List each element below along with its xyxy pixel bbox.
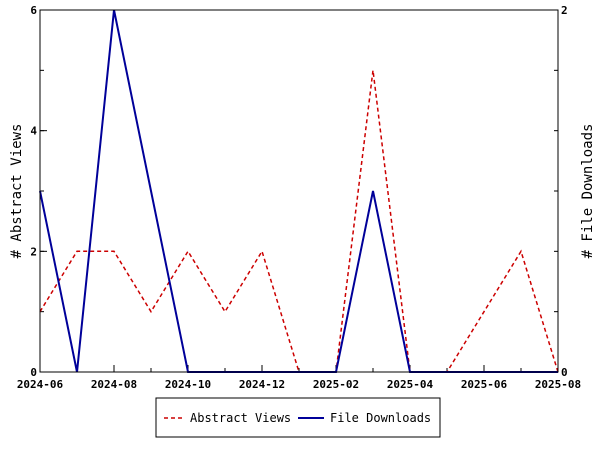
x-tick-label: 2024-10 bbox=[165, 378, 211, 391]
series-line-abstract-views bbox=[39, 70, 559, 373]
x-tick-label: 2024-06 bbox=[17, 378, 64, 391]
y-left-tick-label: 6 bbox=[30, 4, 37, 17]
y-left-axis: 0 2 4 6 bbox=[30, 4, 47, 379]
series-lines bbox=[39, 9, 559, 373]
y-right-tick-label: 2 bbox=[561, 4, 568, 17]
y-left-tick-label: 0 bbox=[30, 366, 37, 379]
x-tick-labels: 2024-06 2024-08 2024-10 2024-12 2025-02 2025-… bbox=[17, 365, 581, 391]
y-left-tick-label: 2 bbox=[30, 245, 37, 258]
legend-label-abstract-views: Abstract Views bbox=[190, 411, 291, 425]
x-tick-label: 2024-08 bbox=[91, 378, 137, 391]
y-left-axis-title: # Abstract Views bbox=[9, 124, 25, 259]
legend: Abstract Views File Downloads bbox=[155, 397, 441, 438]
legend-label-file-downloads: File Downloads bbox=[330, 411, 431, 425]
x-tick-label: 2024-12 bbox=[239, 378, 285, 391]
x-tick-label: 2025-08 bbox=[535, 378, 581, 391]
y-left-tick-label: 4 bbox=[30, 125, 37, 138]
x-tick-label: 2025-04 bbox=[387, 378, 434, 391]
y-right-axis-title: # File Downloads bbox=[580, 124, 596, 259]
plot-frame bbox=[39, 9, 559, 373]
y-right-axis: 02 bbox=[551, 4, 568, 379]
y-right-tick-label: 0 bbox=[561, 366, 568, 379]
x-tick-label: 2025-02 bbox=[313, 378, 359, 391]
x-tick-label: 2025-06 bbox=[461, 378, 508, 391]
